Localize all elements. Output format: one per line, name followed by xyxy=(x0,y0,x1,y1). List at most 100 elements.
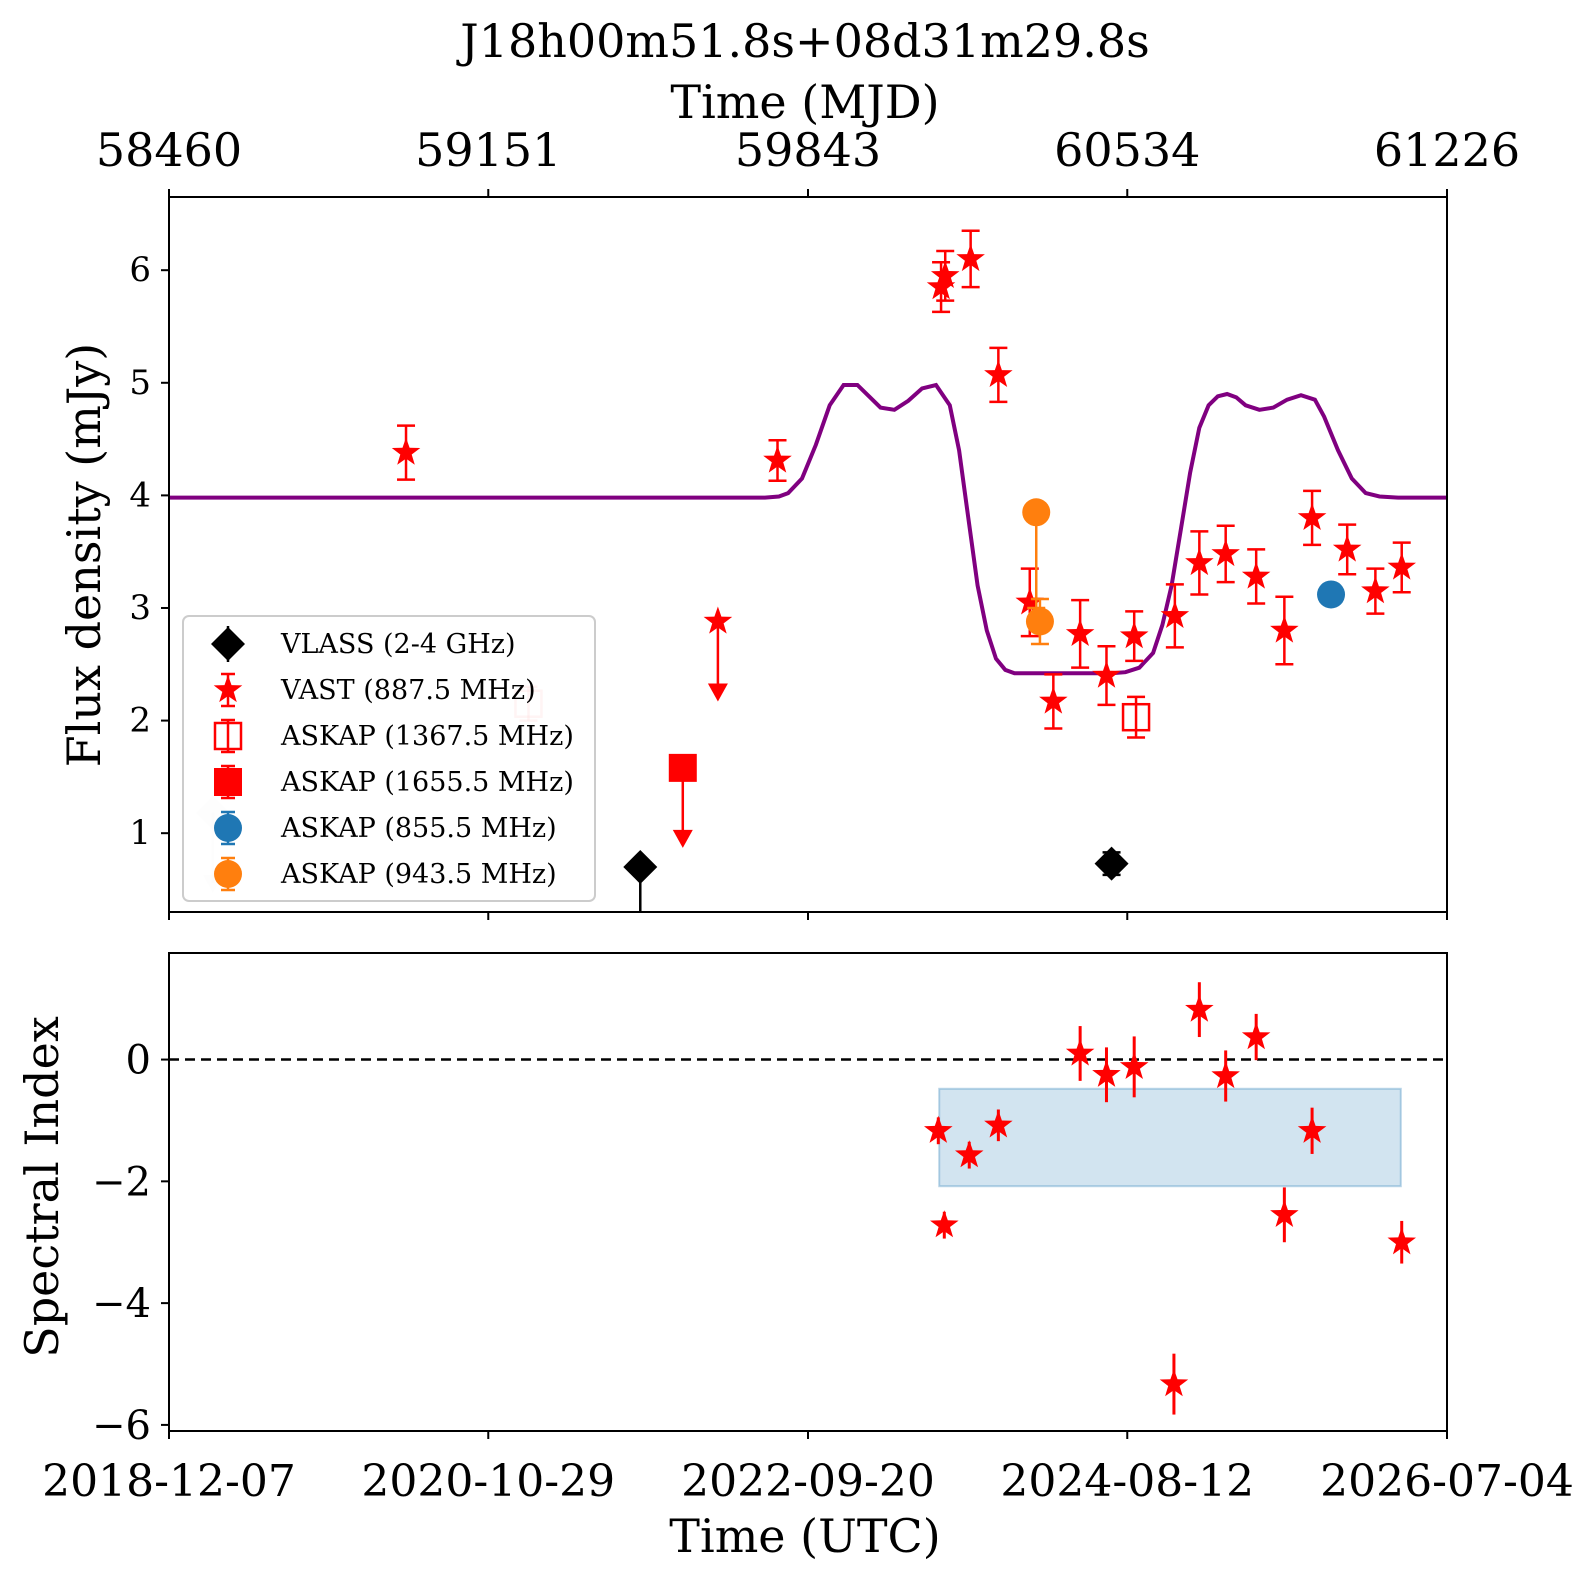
bottom-x-axis-label: Time (UTC) xyxy=(669,1509,940,1563)
top-y-tick-label: 1 xyxy=(129,813,151,853)
top-x-tick-label: 59151 xyxy=(415,123,561,177)
top-plot-area xyxy=(169,229,1447,947)
spectral-index-point xyxy=(1297,1115,1327,1143)
data-point xyxy=(1332,534,1362,562)
top-x-axis: 58460 59151 59843 60534 61226 xyxy=(96,123,1520,920)
bottom-y-tick-label: 0 xyxy=(126,1038,151,1084)
top-x-tick-label: 61226 xyxy=(1374,123,1520,177)
legend-label-0: VLASS (2-4 GHz) xyxy=(280,629,516,660)
top-y-tick-label: 6 xyxy=(129,250,151,290)
legend-marker-1 xyxy=(213,675,243,703)
bottom-y-tick-label: −4 xyxy=(92,1281,151,1327)
series-4 xyxy=(1317,580,1346,609)
legend-label-2: ASKAP (1367.5 MHz) xyxy=(280,721,574,752)
bottom-y-axis-label: Spectral Index xyxy=(15,1016,69,1358)
spectral-index-point xyxy=(1185,994,1214,1022)
shaded-band xyxy=(938,1087,1402,1188)
bottom-series-0 xyxy=(924,982,1416,1415)
data-point xyxy=(703,606,733,634)
legend-label-3: ASKAP (1655.5 MHz) xyxy=(280,767,574,798)
data-point xyxy=(1361,576,1390,604)
bottom-plot-area xyxy=(169,982,1447,1415)
top-x-tick-label: 59843 xyxy=(735,123,881,177)
top-y-tick-label: 3 xyxy=(129,588,151,628)
top-y-axis-label: Flux density (mJy) xyxy=(57,343,111,767)
data-point xyxy=(1387,552,1416,580)
data-point xyxy=(668,753,697,782)
data-point xyxy=(1092,660,1121,688)
spectral-index-point xyxy=(984,1110,1013,1138)
series-5 xyxy=(1022,498,1054,646)
data-point xyxy=(1065,618,1095,646)
data-point xyxy=(1317,580,1346,609)
data-point xyxy=(984,359,1013,387)
data-point xyxy=(763,445,792,473)
data-point xyxy=(956,243,985,272)
legend-label-4: ASKAP (855.5 MHz) xyxy=(280,813,557,844)
spectral-index-point xyxy=(1211,1061,1240,1089)
bottom-x-axis: 2018-12-07 2020-10-29 2022-09-20 2024-08-12… xyxy=(42,1431,1574,1507)
legend-label-5: ASKAP (943.5 MHz) xyxy=(280,859,557,890)
spectral-index-point xyxy=(1270,1199,1299,1227)
data-point xyxy=(1121,702,1151,732)
series-1 xyxy=(391,229,1416,730)
spectral-index-point xyxy=(1065,1038,1095,1066)
legend-marker-5 xyxy=(214,860,242,888)
upper-limit-arrow-arrow xyxy=(672,829,693,848)
spectral-index-point xyxy=(1241,1022,1271,1050)
data-point xyxy=(1039,686,1068,714)
data-point xyxy=(1094,846,1129,881)
spectral-index-point xyxy=(1387,1227,1416,1255)
legend-marker-0 xyxy=(211,627,245,661)
legend-marker-2 xyxy=(213,721,243,751)
upper-limit-arrow-arrow xyxy=(630,929,650,947)
bottom-panel-frame xyxy=(168,952,1448,1432)
legend-box xyxy=(182,615,596,902)
data-point xyxy=(391,437,421,465)
bottom-x-tick-label: 2024-08-12 xyxy=(1000,1456,1254,1507)
bottom-y-tick-label: −6 xyxy=(92,1403,151,1449)
data-point xyxy=(1022,498,1051,527)
model-curve xyxy=(169,382,1447,676)
data-point xyxy=(1015,587,1044,615)
bottom-x-tick-label: 2026-07-04 xyxy=(1320,1456,1574,1507)
series-3 xyxy=(668,753,697,848)
upper-limit-arrow-arrow xyxy=(707,683,728,702)
data-point xyxy=(1211,538,1240,567)
top-x-tick-label: 60534 xyxy=(1054,123,1200,177)
spectral-index-point xyxy=(955,1140,984,1168)
data-point xyxy=(1025,607,1054,636)
spectral-index-point xyxy=(924,1115,953,1143)
top-x-axis-label: Time (MJD) xyxy=(670,75,939,129)
top-y-tick-label: 5 xyxy=(129,363,151,403)
bottom-x-tick-label: 2022-09-20 xyxy=(681,1456,935,1507)
legend-marker-4 xyxy=(214,814,242,842)
top-y-axis: 1 2 3 4 5 6 xyxy=(129,250,169,853)
data-point xyxy=(1297,502,1327,530)
chart-title: J18h00m51.8s+08d31m29.8s xyxy=(456,14,1149,68)
data-point xyxy=(926,272,956,300)
data-point xyxy=(931,260,960,288)
data-point xyxy=(1160,600,1190,628)
bottom-y-axis: −6 −4 −2 0 xyxy=(92,1038,169,1449)
bottom-x-tick-label: 2020-10-29 xyxy=(361,1456,615,1507)
data-point xyxy=(1185,547,1214,576)
data-point xyxy=(1270,615,1299,643)
spectral-index-point xyxy=(1119,1051,1149,1079)
legend: VLASS (2-4 GHz) VAST (887.5 MHz) ASKAP (13… xyxy=(182,615,596,902)
top-y-tick-label: 2 xyxy=(129,701,151,741)
bottom-x-tick-label: 2018-12-07 xyxy=(42,1456,296,1507)
data-point xyxy=(1241,561,1271,589)
legend-marker-3 xyxy=(214,768,242,796)
top-x-tick-label: 58460 xyxy=(96,123,242,177)
bottom-y-tick-label: −2 xyxy=(92,1159,151,1205)
data-point xyxy=(1119,621,1149,649)
top-panel-frame xyxy=(168,196,1448,913)
spectral-index-point xyxy=(1159,1369,1189,1397)
top-y-tick-label: 4 xyxy=(129,475,151,515)
series-0 xyxy=(623,846,1129,947)
data-point xyxy=(623,849,658,884)
spectral-index-point xyxy=(1092,1059,1121,1087)
legend-label-1: VAST (887.5 MHz) xyxy=(280,675,536,706)
